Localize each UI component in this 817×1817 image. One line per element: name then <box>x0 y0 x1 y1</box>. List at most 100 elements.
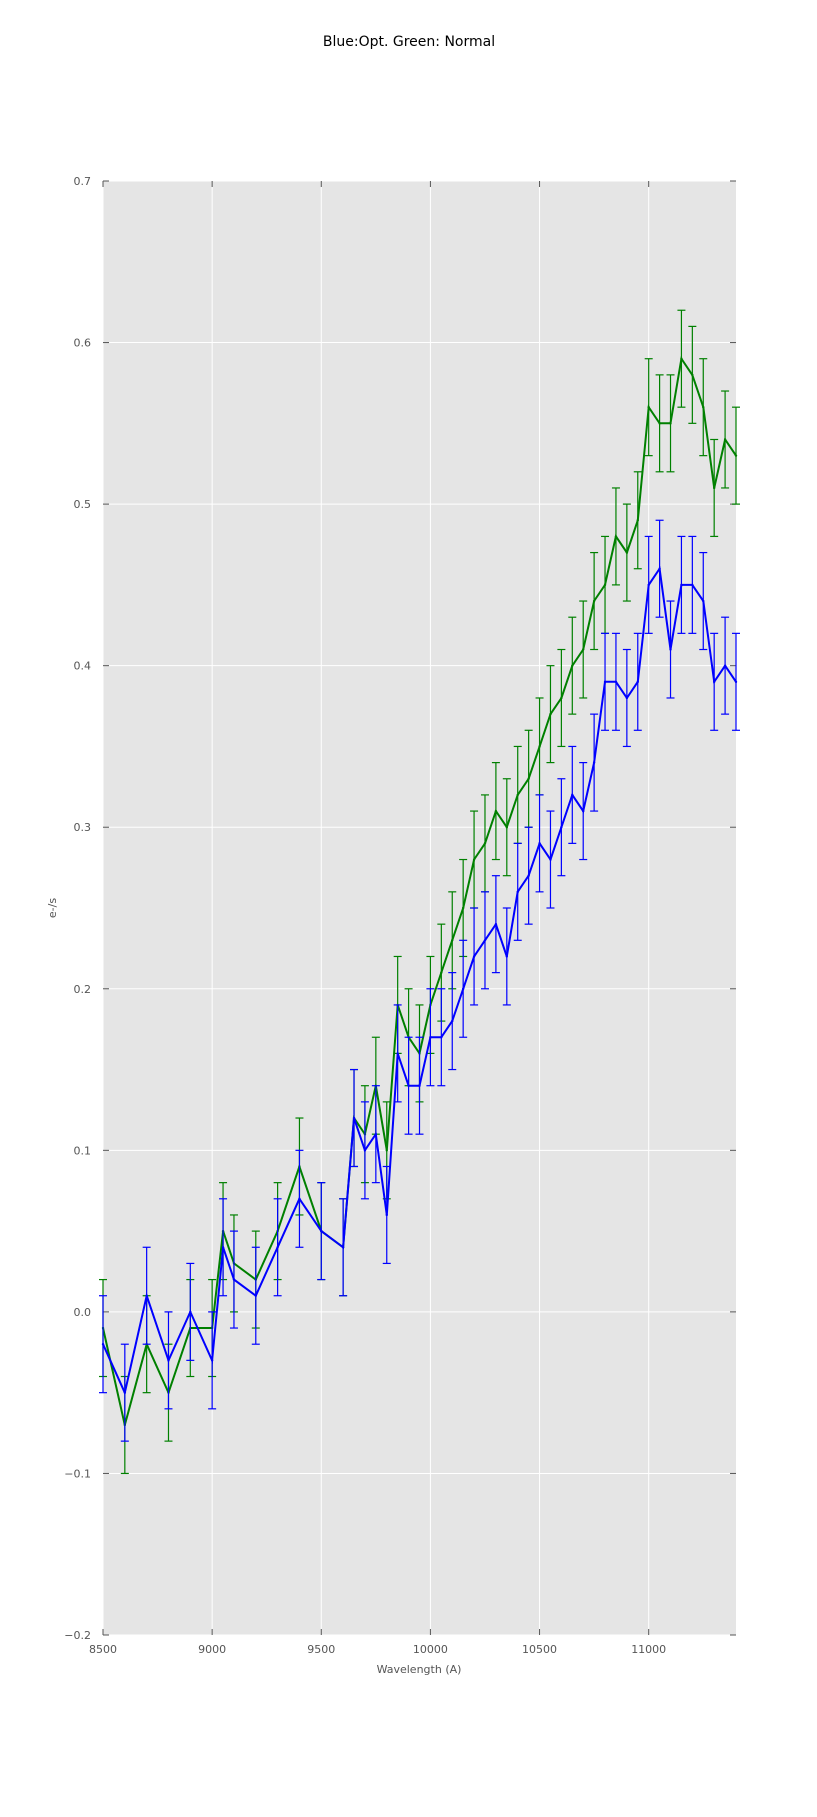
data-point <box>396 1052 399 1055</box>
y-tick-label: −0.2 <box>64 1629 91 1642</box>
data-point <box>352 1116 356 1120</box>
y-tick-label: 0.2 <box>74 983 92 996</box>
x-tick-label: 8500 <box>89 1643 117 1656</box>
y-tick-label: −0.1 <box>64 1467 91 1480</box>
data-point <box>483 939 487 942</box>
data-point <box>582 648 585 651</box>
data-point <box>451 939 454 942</box>
data-point <box>254 1294 257 1297</box>
data-point <box>680 357 683 360</box>
data-point <box>538 842 541 845</box>
data-point <box>712 486 716 490</box>
data-point <box>625 696 629 700</box>
x-tick-label: 9000 <box>198 1643 226 1656</box>
data-point <box>483 842 487 845</box>
data-point <box>549 712 552 716</box>
data-point <box>625 551 629 554</box>
data-point <box>571 664 574 667</box>
data-point <box>232 1278 236 1281</box>
chart-title: Blue:Opt. Green: Normal <box>323 34 495 50</box>
x-axis-label: Wavelength (A) <box>377 1663 462 1676</box>
data-point <box>494 922 498 926</box>
data-point <box>549 858 552 861</box>
data-point <box>527 874 530 877</box>
data-point <box>123 1391 127 1394</box>
plot-area <box>103 181 736 1635</box>
data-point <box>592 761 596 764</box>
y-tick-label: 0.4 <box>74 660 92 673</box>
data-point <box>538 745 541 748</box>
data-point <box>494 809 498 813</box>
data-point <box>407 1084 410 1087</box>
y-axis-label: e-/s <box>46 898 59 918</box>
data-point <box>734 680 738 684</box>
data-point <box>189 1310 192 1314</box>
data-point <box>210 1359 214 1362</box>
data-point <box>505 826 509 829</box>
data-point <box>145 1294 148 1297</box>
data-point <box>451 1019 454 1023</box>
data-point <box>560 696 563 700</box>
y-tick-label: 0.6 <box>74 337 92 350</box>
data-point <box>571 793 574 797</box>
data-point <box>429 1036 432 1039</box>
data-point <box>691 373 694 377</box>
data-point <box>385 1149 388 1152</box>
data-point <box>658 422 661 425</box>
data-point <box>374 1132 378 1136</box>
data-point <box>516 890 519 894</box>
y-tick-label: 0.7 <box>74 175 92 188</box>
data-point <box>647 583 650 587</box>
data-point <box>603 583 607 587</box>
axis-ticks: 8500 9000 9500 10000 10500 11000 −0.2 −0.1 0.0 0.… <box>64 175 736 1656</box>
data-point <box>702 599 705 603</box>
data-point <box>647 405 650 409</box>
data-point <box>385 1213 388 1217</box>
series-1 <box>99 519 740 1442</box>
y-tick-label: 0.5 <box>74 498 92 511</box>
data-point <box>298 1197 301 1201</box>
data-point <box>669 648 672 651</box>
data-point <box>472 955 476 958</box>
data-point <box>527 777 530 780</box>
data-point <box>560 826 563 829</box>
data-point <box>734 454 738 457</box>
data-point <box>614 535 618 538</box>
data-point <box>505 955 509 958</box>
data-point <box>723 664 727 667</box>
data-point <box>603 680 607 684</box>
data-point <box>669 422 672 425</box>
data-point <box>440 971 443 974</box>
data-point <box>320 1229 323 1233</box>
data-point <box>680 583 683 587</box>
data-point <box>363 1149 367 1152</box>
data-point <box>582 809 585 813</box>
data-point <box>712 680 716 684</box>
x-tick-label: 10000 <box>413 1643 448 1656</box>
data-point <box>221 1246 225 1249</box>
series-layer <box>99 309 740 1475</box>
data-point <box>101 1343 105 1346</box>
data-point <box>167 1359 170 1362</box>
data-point <box>636 519 639 522</box>
data-point <box>658 567 661 570</box>
data-point <box>592 599 596 603</box>
y-tick-label: 0.1 <box>74 1144 92 1157</box>
data-point <box>691 583 694 587</box>
data-point <box>614 680 618 684</box>
data-point <box>418 1084 421 1087</box>
data-point <box>723 438 727 441</box>
data-point <box>472 858 476 861</box>
data-point <box>702 405 705 409</box>
y-tick-label: 0.3 <box>74 821 92 834</box>
data-point <box>461 906 465 910</box>
y-tick-label: 0.0 <box>74 1306 92 1319</box>
data-point <box>461 987 465 990</box>
x-tick-label: 11000 <box>631 1643 666 1656</box>
data-point <box>636 680 639 684</box>
x-tick-label: 9500 <box>307 1643 335 1656</box>
data-point <box>516 793 519 797</box>
data-point <box>276 1246 279 1249</box>
data-point <box>440 1036 443 1039</box>
